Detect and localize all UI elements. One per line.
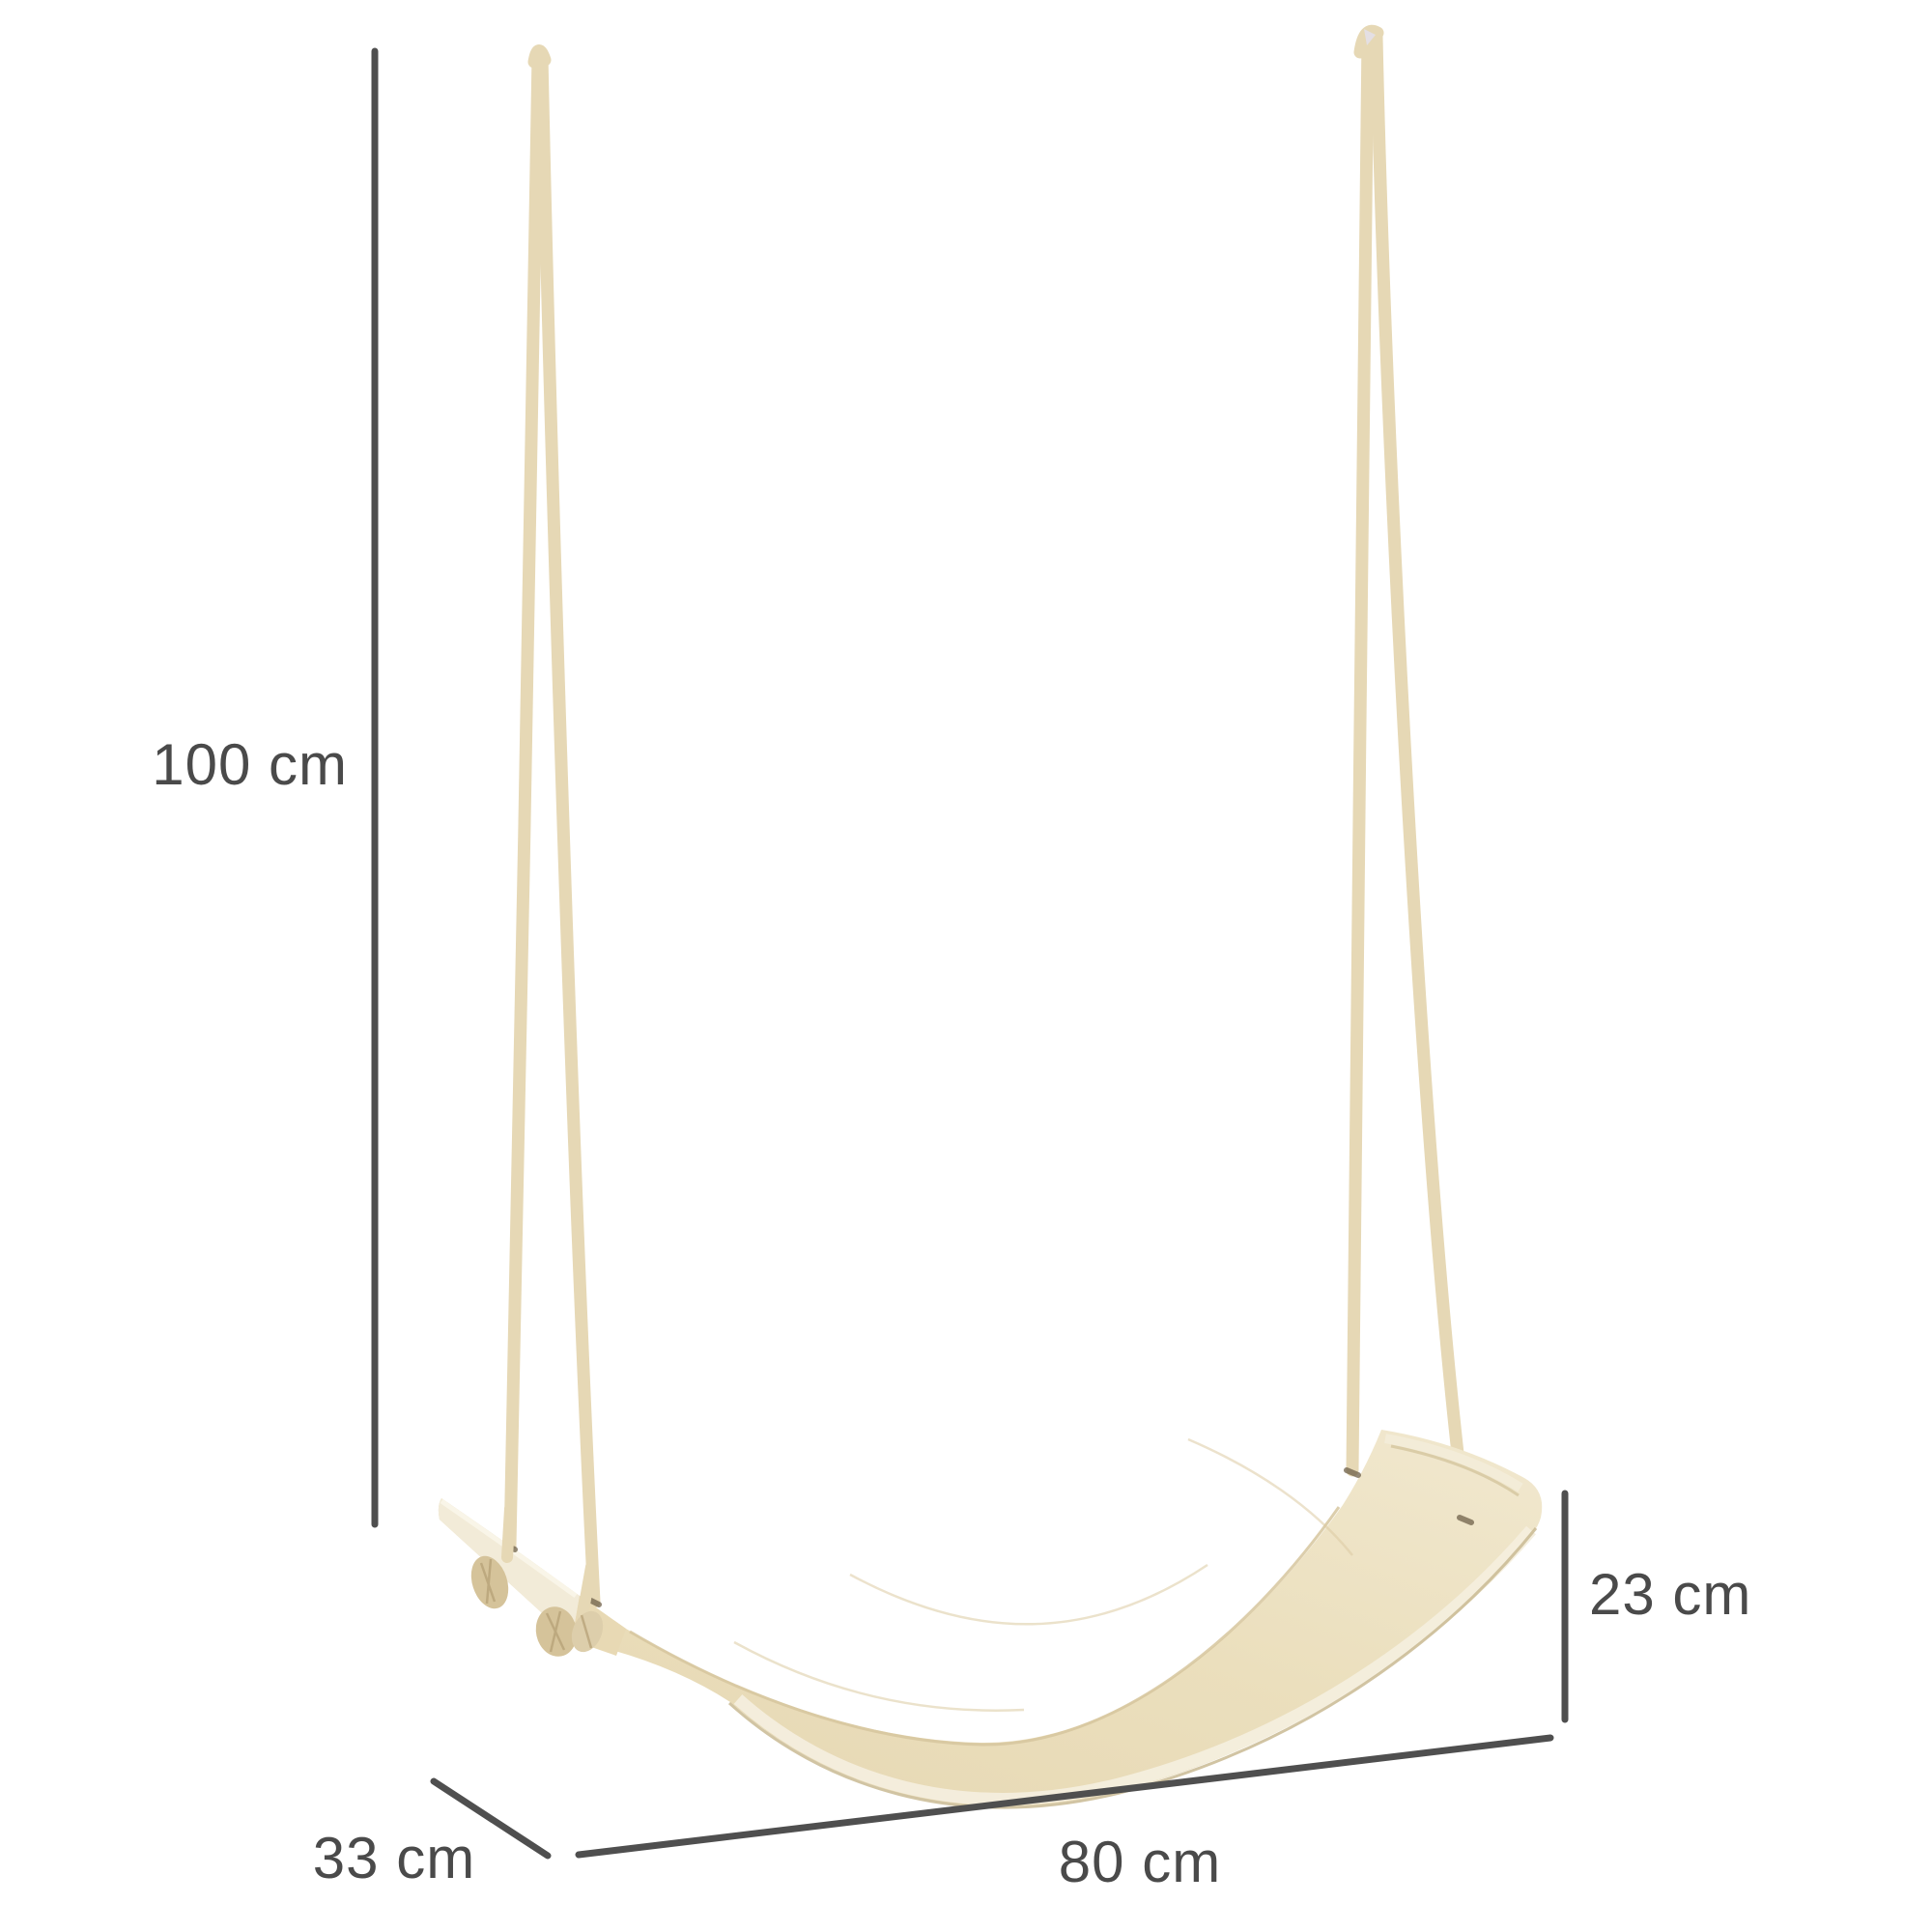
wood-grain — [733, 1437, 1353, 1712]
board-right-rim-line — [1390, 1444, 1520, 1497]
knot-texture — [479, 1558, 593, 1653]
board-far-edge-line — [629, 1506, 1341, 1747]
width-dimension-line — [575, 1734, 1554, 1859]
right-rope — [1346, 24, 1472, 1525]
rope-knots — [470, 1555, 604, 1657]
left-rope-back-strand — [535, 49, 601, 1608]
left-rope-stubs — [501, 1503, 597, 1621]
left-rope — [503, 44, 601, 1608]
balance-board — [438, 1430, 1543, 1809]
board-right-rim-highlight — [1384, 1434, 1523, 1492]
depth-label: 33 cm — [313, 1826, 475, 1890]
dimension-lines — [371, 47, 1569, 1860]
left-rope-front-strand — [503, 49, 545, 1552]
height-label: 100 cm — [152, 732, 348, 797]
rope-hole — [1344, 1467, 1361, 1478]
board-height-label: 23 cm — [1589, 1562, 1751, 1627]
right-rope-hook-glint — [1364, 29, 1376, 45]
right-rope-back-strand — [1370, 30, 1472, 1525]
right-rope-front-strand — [1346, 30, 1375, 1477]
width-label: 80 cm — [1059, 1830, 1221, 1894]
left-rope-top-fold — [527, 44, 552, 69]
board-surface — [438, 1430, 1543, 1806]
board-left-plate — [438, 1498, 580, 1640]
board-near-edge-highlight — [733, 1525, 1536, 1805]
rope-hole — [1457, 1515, 1474, 1525]
depth-dimension-line — [430, 1777, 552, 1860]
